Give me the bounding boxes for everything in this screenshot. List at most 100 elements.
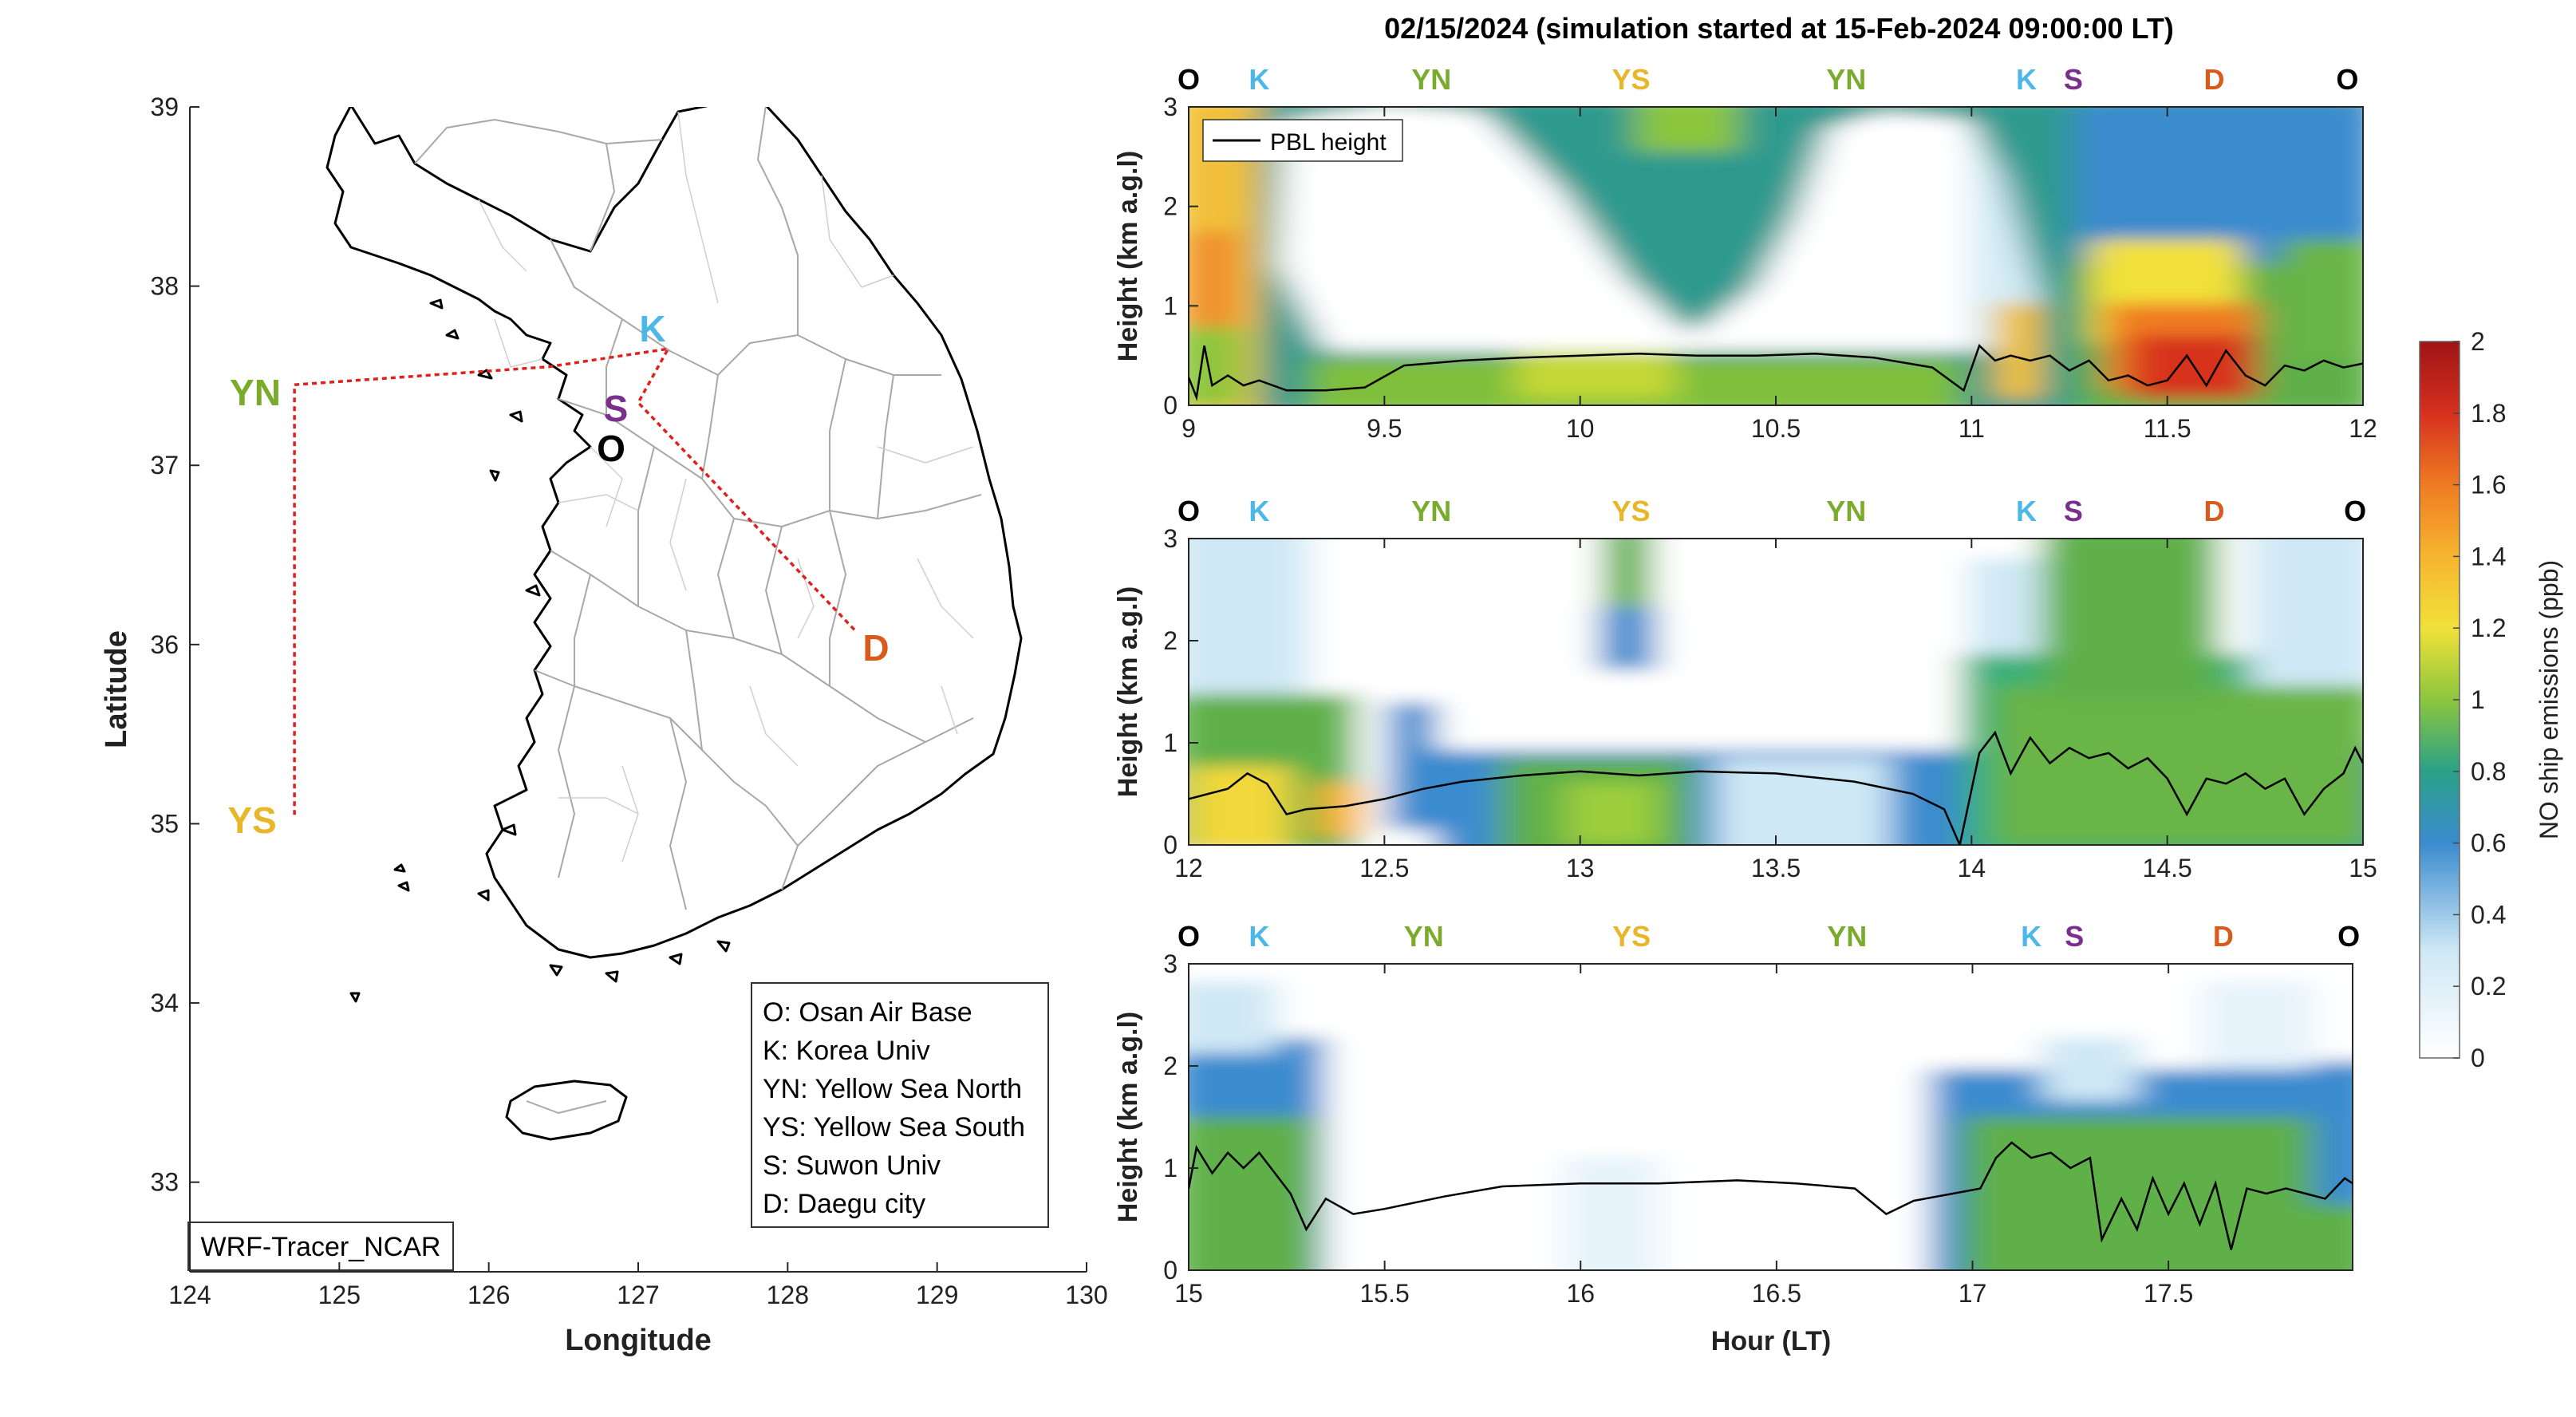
heatmap-xtick-label: 11 — [1959, 414, 1985, 443]
heatmap-ytick-label: 3 — [1163, 93, 1178, 121]
pbl-height-line-1 — [1189, 343, 2363, 401]
heatmap-xtick-label: 14 — [1958, 854, 1986, 882]
map-legend-entry: YN: Yellow Sea North — [763, 1074, 1022, 1104]
heatmap-site-labels-3: O K YN YS YN K S D O — [1178, 920, 2360, 953]
map-panel: K S O D YN YS O: Osan Air Base K: Korea … — [100, 93, 1108, 1357]
heatmap-ticks-3: 15 15.5 16 16.5 17 17.5 0 1 2 3 — [1163, 949, 2193, 1308]
heatmap-xtick-label: 15 — [1174, 1279, 1203, 1308]
site-label-s: S — [2065, 920, 2084, 953]
heatmap-xtick-label: 12 — [1174, 854, 1203, 882]
district-boundaries — [478, 111, 974, 862]
model-tag-text: WRF-Tracer_NCAR — [201, 1232, 441, 1262]
map-site-label-o: O — [597, 428, 625, 469]
site-label-yn: YN — [1411, 495, 1451, 527]
map-ytick-label: 35 — [150, 809, 179, 838]
map-xtick-label: 130 — [1065, 1281, 1107, 1309]
heatmap-xtick-label: 15 — [2349, 854, 2377, 882]
heatmap-xtick-label: 9 — [1181, 414, 1196, 443]
map-ticks: 124 125 126 127 128 129 130 33 34 35 36 37 38 39 — [150, 93, 1107, 1309]
heatmap-ytick-label: 2 — [1163, 626, 1178, 655]
colorbar-tick-label: 0.6 — [2471, 829, 2506, 858]
map-ytick-label: 33 — [150, 1168, 179, 1197]
heatmap-ytick-label: 3 — [1163, 949, 1178, 978]
heatmap-xtick-label: 10 — [1566, 414, 1595, 443]
map-xtick-label: 126 — [467, 1281, 510, 1309]
heatmap-ytick-label: 3 — [1163, 524, 1178, 553]
map-xlabel: Longitude — [565, 1324, 712, 1357]
map-legend-entry: YS: Yellow Sea South — [763, 1112, 1025, 1143]
heatmap-xtick-label: 10.5 — [1751, 414, 1801, 443]
site-label-k: K — [1249, 920, 1269, 953]
map-legend-entry: D: Daegu city — [763, 1189, 925, 1219]
map-site-label-d: D — [862, 627, 889, 669]
heatmap-ylabel-1: Height (km a.g.l) — [1113, 151, 1143, 361]
route-path — [293, 346, 856, 815]
map-land — [325, 107, 1023, 1141]
heatmap-xtick-label: 11.5 — [2144, 414, 2191, 443]
map-legend: O: Osan Air Base K: Korea Univ YN: Yello… — [751, 982, 1049, 1228]
jeju-island — [505, 1080, 628, 1141]
site-label-ys: YS — [1611, 63, 1650, 96]
heatmap-xtick-label: 15.5 — [1359, 1279, 1409, 1308]
heatmap-xtick-label: 17.5 — [2144, 1279, 2193, 1308]
heatmap-ylabel-2: Height (km a.g.l) — [1113, 586, 1143, 797]
heatmap-ylabel-3: Height (km a.g.l) — [1113, 1012, 1143, 1222]
site-label-ys: YS — [1612, 920, 1651, 953]
site-label-o: O — [2336, 63, 2358, 96]
heatmap-field-3 — [1189, 964, 2353, 1270]
heatmap-xtick-label: 17 — [1959, 1279, 1987, 1308]
heatmap-ytick-label: 1 — [1163, 728, 1178, 757]
colorbar-tick-label: 0 — [2471, 1044, 2485, 1072]
site-label-k: K — [2016, 63, 2037, 96]
pbl-legend-label: PBL height — [1270, 129, 1387, 156]
map-xtick-label: 125 — [318, 1281, 361, 1309]
map-ytick-label: 34 — [150, 989, 179, 1017]
map-legend-entry: S: Suwon Univ — [763, 1151, 941, 1181]
korea-peninsula — [325, 107, 1023, 959]
heatmap-xtick-label: 9.5 — [1367, 414, 1402, 443]
site-label-o: O — [1178, 495, 1200, 527]
colorbar-tick-label: 0.4 — [2471, 900, 2506, 929]
heatmap-field-1 — [1189, 107, 2363, 405]
site-label-o: O — [1178, 920, 1200, 953]
map-xtick-label: 129 — [916, 1281, 958, 1309]
colorbar-tick-label: 0.8 — [2471, 757, 2506, 786]
heatmap-xlabel: Hour (LT) — [1711, 1326, 1831, 1356]
pbl-height-line-2 — [1189, 730, 2363, 845]
site-label-s: S — [2064, 495, 2083, 527]
site-label-s: S — [2064, 63, 2083, 96]
heatmap-xtick-label: 13 — [1566, 854, 1595, 882]
figure-title: 02/15/2024 (simulation started at 15-Feb… — [1384, 12, 2174, 45]
heatmap-xtick-label: 16 — [1566, 1279, 1595, 1308]
province-boundaries — [414, 107, 982, 1114]
colorbar-tick-label: 1.2 — [2471, 614, 2506, 642]
map-site-label-s: S — [604, 388, 629, 429]
map-ytick-label: 38 — [150, 272, 179, 301]
colorbar-tick-label: 1 — [2471, 685, 2485, 714]
heatmap-ytick-label: 1 — [1163, 1154, 1178, 1182]
model-tag: WRF-Tracer_NCAR — [187, 1222, 454, 1271]
map-legend-entry: O: Osan Air Base — [763, 997, 972, 1028]
colorbar: 0 0.2 0.4 0.6 0.8 1 1.2 1.4 1.6 1.8 2 NO ship emis… — [2419, 327, 2563, 1072]
map-xtick-label: 127 — [617, 1281, 659, 1309]
site-label-k: K — [2016, 495, 2037, 527]
site-label-d: D — [2213, 920, 2234, 953]
heatmap-xtick-label: 12 — [2349, 414, 2377, 443]
map-xtick-label: 124 — [168, 1281, 211, 1309]
map-ytick-label: 39 — [150, 93, 179, 121]
map-ylabel: Latitude — [100, 630, 133, 748]
map-legend-entry: K: Korea Univ — [763, 1036, 930, 1066]
site-label-yn: YN — [1411, 63, 1451, 96]
site-label-yn: YN — [1404, 920, 1444, 953]
site-label-o: O — [2344, 495, 2366, 527]
heatmap-ytick-label: 1 — [1163, 291, 1178, 320]
pbl-legend: PBL height — [1202, 119, 1403, 162]
heatmap-xtick-label: 13.5 — [1751, 854, 1801, 882]
map-site-label-yn: YN — [230, 372, 281, 413]
site-label-o: O — [1178, 63, 1200, 96]
map-site-label-ys: YS — [227, 799, 276, 841]
